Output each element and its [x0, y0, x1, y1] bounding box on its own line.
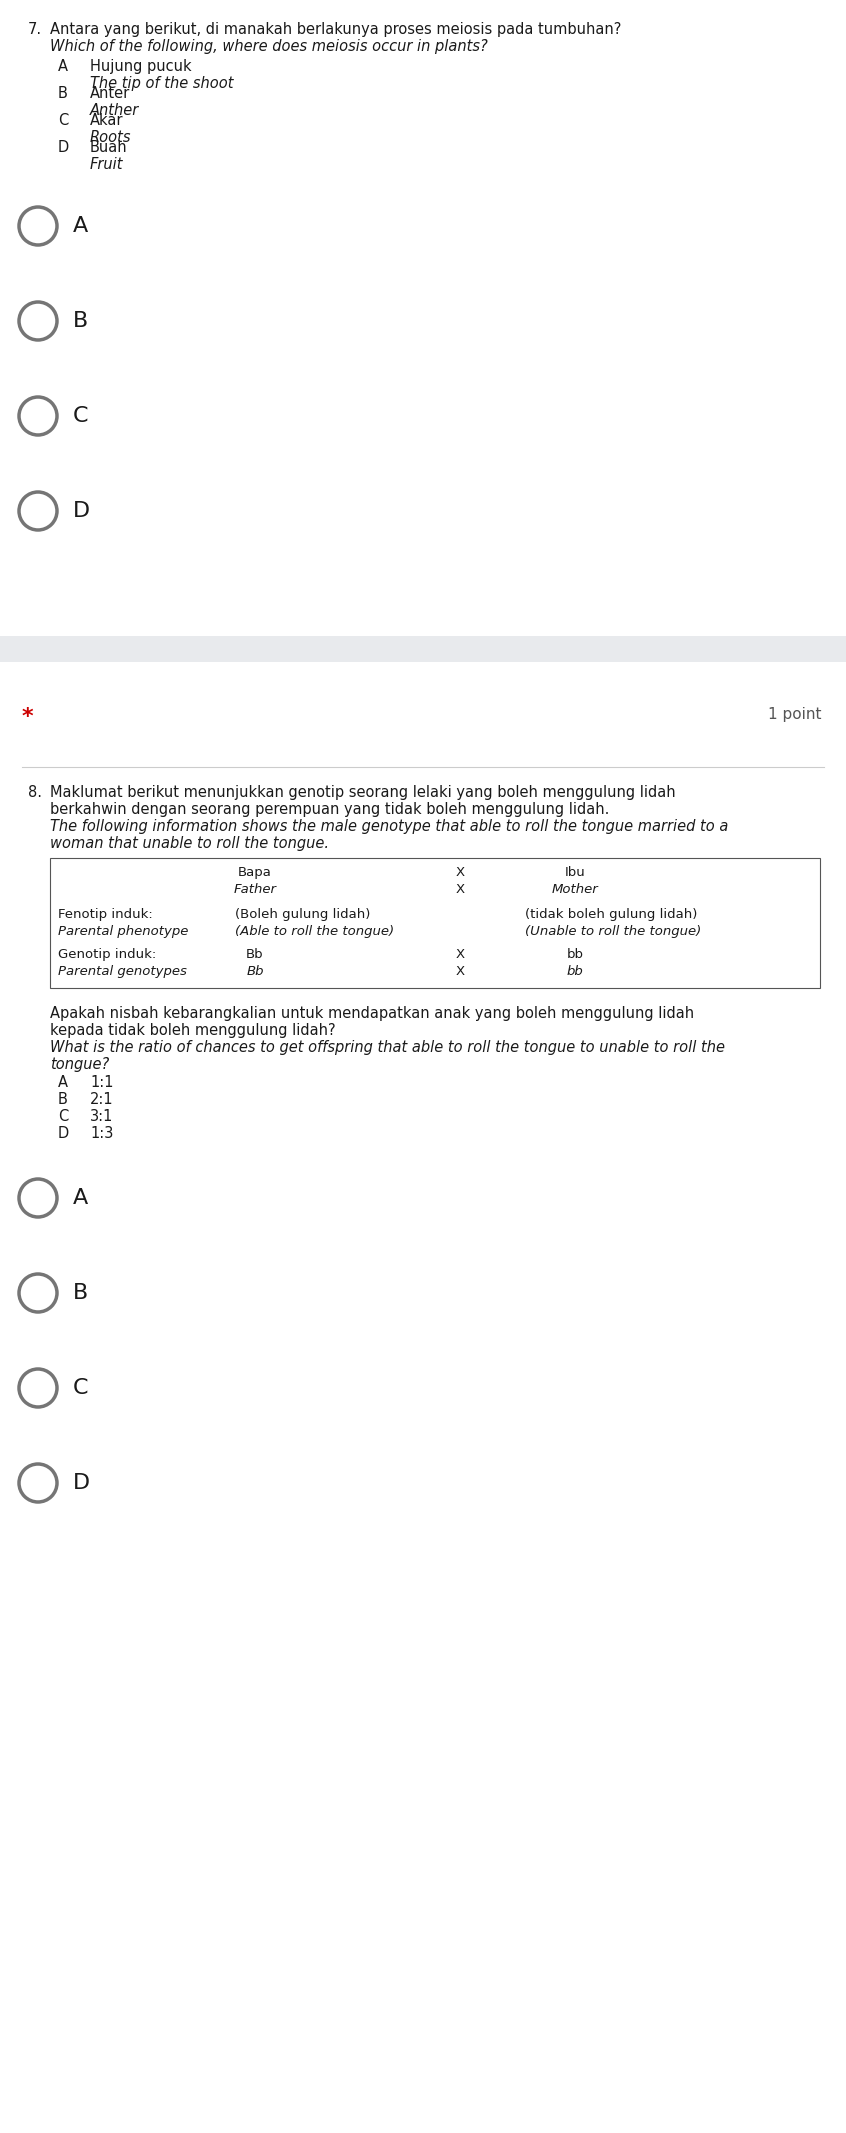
- Text: Mother: Mother: [552, 883, 598, 896]
- Text: Parental genotypes: Parental genotypes: [58, 964, 187, 979]
- Text: Which of the following, where does meiosis occur in plants?: Which of the following, where does meios…: [50, 38, 488, 53]
- Text: 8.: 8.: [28, 785, 42, 800]
- Text: The tip of the shoot: The tip of the shoot: [90, 77, 233, 92]
- Text: 3:1: 3:1: [90, 1109, 113, 1124]
- Text: A: A: [73, 1188, 88, 1207]
- Text: (tidak boleh gulung lidah): (tidak boleh gulung lidah): [525, 909, 697, 921]
- Text: 7.: 7.: [28, 21, 42, 36]
- Text: Hujung pucuk: Hujung pucuk: [90, 60, 192, 75]
- Text: C: C: [58, 113, 69, 128]
- Text: B: B: [73, 311, 88, 331]
- Text: Genotip induk:: Genotip induk:: [58, 947, 157, 962]
- Text: X: X: [455, 947, 464, 962]
- Text: woman that unable to roll the tongue.: woman that unable to roll the tongue.: [50, 836, 329, 851]
- Text: Roots: Roots: [90, 130, 131, 145]
- Text: Bb: Bb: [246, 964, 264, 979]
- Text: Ibu: Ibu: [564, 866, 585, 879]
- Text: tongue?: tongue?: [50, 1058, 109, 1073]
- FancyBboxPatch shape: [0, 636, 846, 661]
- Text: X: X: [455, 866, 464, 879]
- Text: Antara yang berikut, di manakah berlakunya proses meiosis pada tumbuhan?: Antara yang berikut, di manakah berlakun…: [50, 21, 621, 36]
- Text: *: *: [22, 706, 34, 727]
- Text: 1:1: 1:1: [90, 1075, 113, 1090]
- Text: Anter: Anter: [90, 85, 130, 100]
- Text: (Unable to roll the tongue): (Unable to roll the tongue): [525, 926, 701, 939]
- Text: X: X: [455, 964, 464, 979]
- Text: (Boleh gulung lidah): (Boleh gulung lidah): [235, 909, 371, 921]
- Text: 1:3: 1:3: [90, 1126, 113, 1141]
- Text: The following information shows the male genotype that able to roll the tongue m: The following information shows the male…: [50, 819, 728, 834]
- Text: D: D: [73, 1474, 91, 1493]
- Text: 2:1: 2:1: [90, 1092, 113, 1107]
- Text: A: A: [58, 1075, 68, 1090]
- Text: Maklumat berikut menunjukkan genotip seorang lelaki yang boleh menggulung lidah: Maklumat berikut menunjukkan genotip seo…: [50, 785, 676, 800]
- Text: C: C: [73, 1378, 89, 1397]
- Text: B: B: [58, 85, 68, 100]
- Text: Parental phenotype: Parental phenotype: [58, 926, 189, 939]
- Text: Bb: Bb: [246, 947, 264, 962]
- Text: Apakah nisbah kebarangkalian untuk mendapatkan anak yang boleh menggulung lidah: Apakah nisbah kebarangkalian untuk menda…: [50, 1007, 694, 1022]
- Text: kepada tidak boleh menggulung lidah?: kepada tidak boleh menggulung lidah?: [50, 1024, 336, 1039]
- Text: Anther: Anther: [90, 102, 140, 117]
- Text: B: B: [73, 1284, 88, 1303]
- Text: Fenotip induk:: Fenotip induk:: [58, 909, 153, 921]
- Text: 1 point: 1 point: [768, 706, 822, 721]
- Text: A: A: [73, 215, 88, 237]
- Text: Akar: Akar: [90, 113, 124, 128]
- Text: D: D: [58, 141, 69, 156]
- Text: C: C: [58, 1109, 69, 1124]
- Text: D: D: [73, 501, 91, 520]
- Text: bb: bb: [567, 964, 584, 979]
- Text: Father: Father: [233, 883, 277, 896]
- Text: bb: bb: [567, 947, 584, 962]
- Text: C: C: [73, 405, 89, 427]
- Text: Fruit: Fruit: [90, 158, 124, 173]
- Text: X: X: [455, 883, 464, 896]
- Text: A: A: [58, 60, 68, 75]
- Text: (Able to roll the tongue): (Able to roll the tongue): [235, 926, 394, 939]
- Text: B: B: [58, 1092, 68, 1107]
- Text: D: D: [58, 1126, 69, 1141]
- Text: berkahwin dengan seorang perempuan yang tidak boleh menggulung lidah.: berkahwin dengan seorang perempuan yang …: [50, 802, 609, 817]
- Text: What is the ratio of chances to get offspring that able to roll the tongue to un: What is the ratio of chances to get offs…: [50, 1041, 725, 1056]
- Text: Buah: Buah: [90, 141, 128, 156]
- FancyBboxPatch shape: [50, 857, 820, 988]
- Text: Bapa: Bapa: [238, 866, 272, 879]
